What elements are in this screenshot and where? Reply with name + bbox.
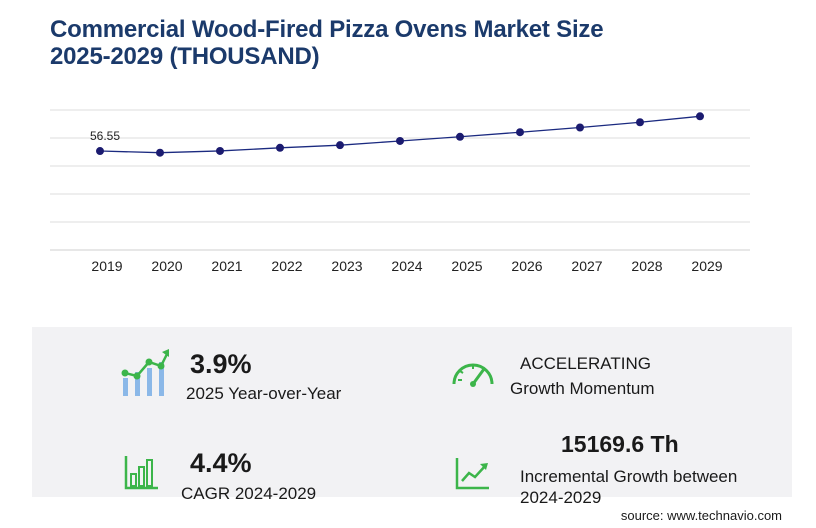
chart-title-line-1: Commercial Wood-Fired Pizza Ovens Market…	[50, 16, 604, 43]
incremental-label: Incremental Growth between 2024-2029	[520, 467, 738, 507]
data-point-2021	[216, 146, 224, 155]
x-tick-label-2022: 2022	[271, 258, 302, 274]
x-tick-label-2021: 2021	[211, 258, 242, 274]
data-point-2024	[396, 136, 404, 145]
x-tick-label-2019: 2019	[91, 258, 122, 274]
growth-chart-icon	[121, 349, 170, 396]
trend-line-icon	[455, 458, 489, 490]
x-tick-label-2026: 2026	[511, 258, 542, 274]
data-point-2027	[576, 123, 584, 132]
data-point-2019	[96, 147, 104, 156]
cagr-label: CAGR 2024-2029	[181, 484, 317, 503]
momentum-value: ACCELERATING	[520, 354, 651, 373]
bar-chart-icon	[124, 456, 158, 490]
data-point-2020	[156, 148, 164, 157]
data-label-first: 56.55	[90, 129, 120, 143]
source-label: source: www.technavio.com	[620, 508, 782, 523]
x-tick-label-2027: 2027	[571, 258, 602, 274]
momentum-label: Growth Momentum	[510, 379, 655, 398]
data-point-2029	[696, 112, 704, 121]
x-tick-label-2028: 2028	[631, 258, 662, 274]
data-point-2025	[456, 132, 464, 141]
chart-title: Commercial Wood-Fired Pizza Ovens Market…	[50, 16, 604, 70]
x-tick-label-2025: 2025	[451, 258, 482, 274]
data-point-2028	[636, 118, 644, 127]
cagr-value: 4.4%	[190, 448, 252, 478]
chart-title-line-2: 2025-2029 (THOUSAND)	[50, 43, 320, 70]
data-point-2022	[276, 143, 284, 152]
incremental-value: 15169.6 Th	[561, 431, 679, 457]
data-point-2026	[516, 128, 524, 137]
stats-panel	[32, 327, 792, 497]
x-tick-label-2024: 2024	[391, 258, 422, 274]
x-tick-label-2023: 2023	[331, 258, 362, 274]
yoy-label: 2025 Year-over-Year	[186, 384, 342, 403]
line-chart: 2019 2020 2021 2022 2023 2024 2025 2026 2027 2028…	[50, 109, 750, 274]
x-tick-label-2020: 2020	[151, 258, 182, 274]
speedometer-icon	[452, 363, 494, 387]
x-tick-label-2029: 2029	[691, 258, 722, 274]
yoy-value: 3.9%	[190, 349, 252, 379]
data-point-2023	[336, 141, 344, 150]
series-line	[99, 115, 701, 154]
